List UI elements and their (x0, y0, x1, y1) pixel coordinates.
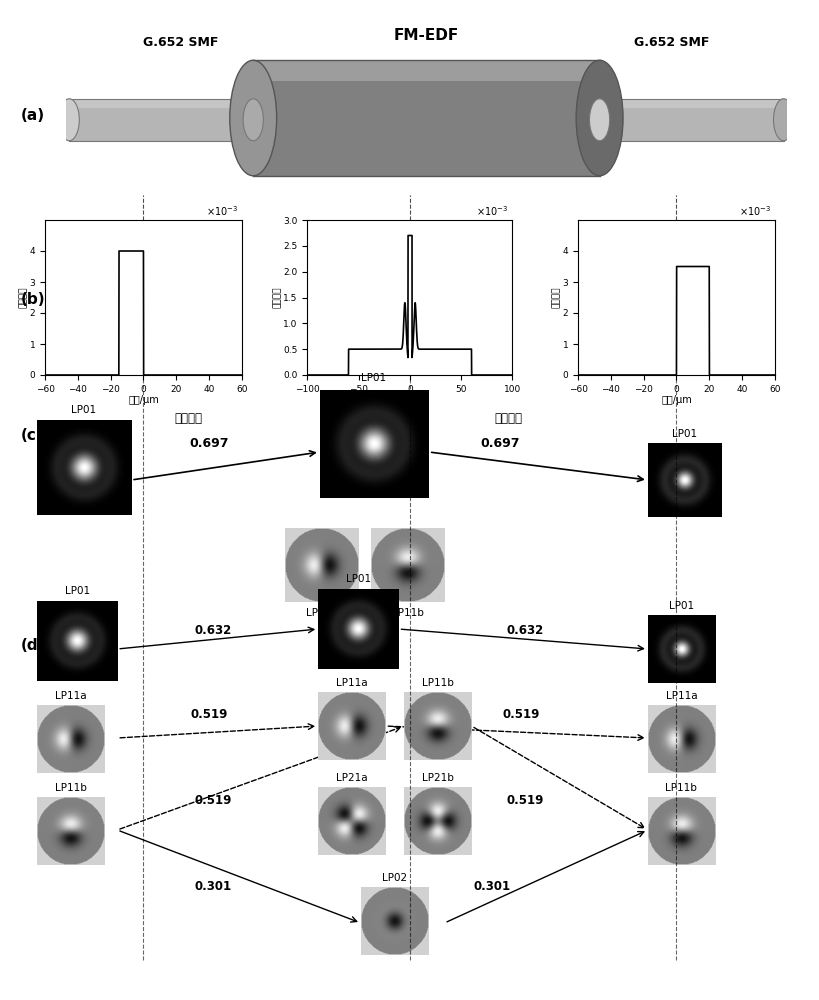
Ellipse shape (589, 99, 609, 141)
Ellipse shape (229, 60, 276, 176)
Text: LP01: LP01 (361, 373, 386, 383)
Text: 0.697: 0.697 (480, 437, 519, 450)
Text: LP11a: LP11a (665, 691, 696, 701)
Text: LP11a: LP11a (55, 691, 86, 701)
Y-axis label: 折射率差: 折射率差 (551, 287, 560, 308)
Bar (599, 99, 783, 141)
Ellipse shape (59, 99, 79, 141)
Ellipse shape (772, 99, 793, 141)
Text: $\times10^{-3}$: $\times10^{-3}$ (476, 205, 508, 218)
Ellipse shape (242, 99, 263, 141)
Text: 0.519: 0.519 (501, 708, 539, 721)
Text: 0.632: 0.632 (505, 624, 543, 637)
Bar (253, 60, 599, 81)
Bar (253, 60, 599, 176)
X-axis label: 半径/μm: 半径/μm (128, 395, 159, 405)
Text: LP01: LP01 (71, 405, 97, 415)
Y-axis label: 折射率差: 折射率差 (273, 287, 282, 308)
Text: FM-EDF: FM-EDF (393, 28, 459, 43)
Text: LP01: LP01 (672, 429, 696, 439)
Text: LP21b: LP21b (422, 773, 453, 783)
Bar (599, 99, 783, 108)
Bar (69, 99, 253, 141)
Text: 0.301: 0.301 (194, 880, 232, 893)
Text: G.652 SMF: G.652 SMF (633, 36, 708, 49)
Text: 激发效率: 激发效率 (174, 412, 202, 425)
Text: $\times10^{-3}$: $\times10^{-3}$ (206, 205, 238, 218)
Bar (69, 99, 253, 108)
X-axis label: 半径/μm: 半径/μm (660, 395, 691, 405)
Text: 激发效率: 激发效率 (494, 412, 522, 425)
Text: G.652 SMF: G.652 SMF (143, 36, 219, 49)
Text: LP11a: LP11a (336, 678, 367, 688)
Text: (d): (d) (20, 638, 45, 652)
Text: (b): (b) (20, 292, 45, 308)
Text: $\times10^{-3}$: $\times10^{-3}$ (738, 205, 770, 218)
Text: LP01: LP01 (346, 574, 370, 584)
Y-axis label: 折射率差: 折射率差 (19, 287, 28, 308)
Text: LP21a: LP21a (336, 773, 367, 783)
Text: LP11b: LP11b (55, 783, 86, 793)
Text: 0.519: 0.519 (194, 794, 232, 807)
Text: (a): (a) (20, 107, 44, 122)
Ellipse shape (576, 60, 622, 176)
Text: 0.519: 0.519 (190, 708, 228, 721)
Text: 0.697: 0.697 (189, 437, 229, 450)
Text: LP11b: LP11b (665, 783, 696, 793)
Text: LP11b: LP11b (422, 678, 453, 688)
Text: LP01: LP01 (65, 586, 89, 596)
X-axis label: 半径/μm: 半径/μm (394, 395, 425, 405)
Text: 0.519: 0.519 (505, 794, 543, 807)
Text: LP11a: LP11a (306, 608, 337, 618)
Text: (c): (c) (20, 428, 43, 442)
Text: LP02: LP02 (382, 873, 406, 883)
Text: LP01: LP01 (668, 601, 693, 611)
Text: 0.301: 0.301 (473, 880, 510, 893)
Text: 0.632: 0.632 (194, 624, 232, 637)
Text: LP11b: LP11b (391, 608, 423, 618)
